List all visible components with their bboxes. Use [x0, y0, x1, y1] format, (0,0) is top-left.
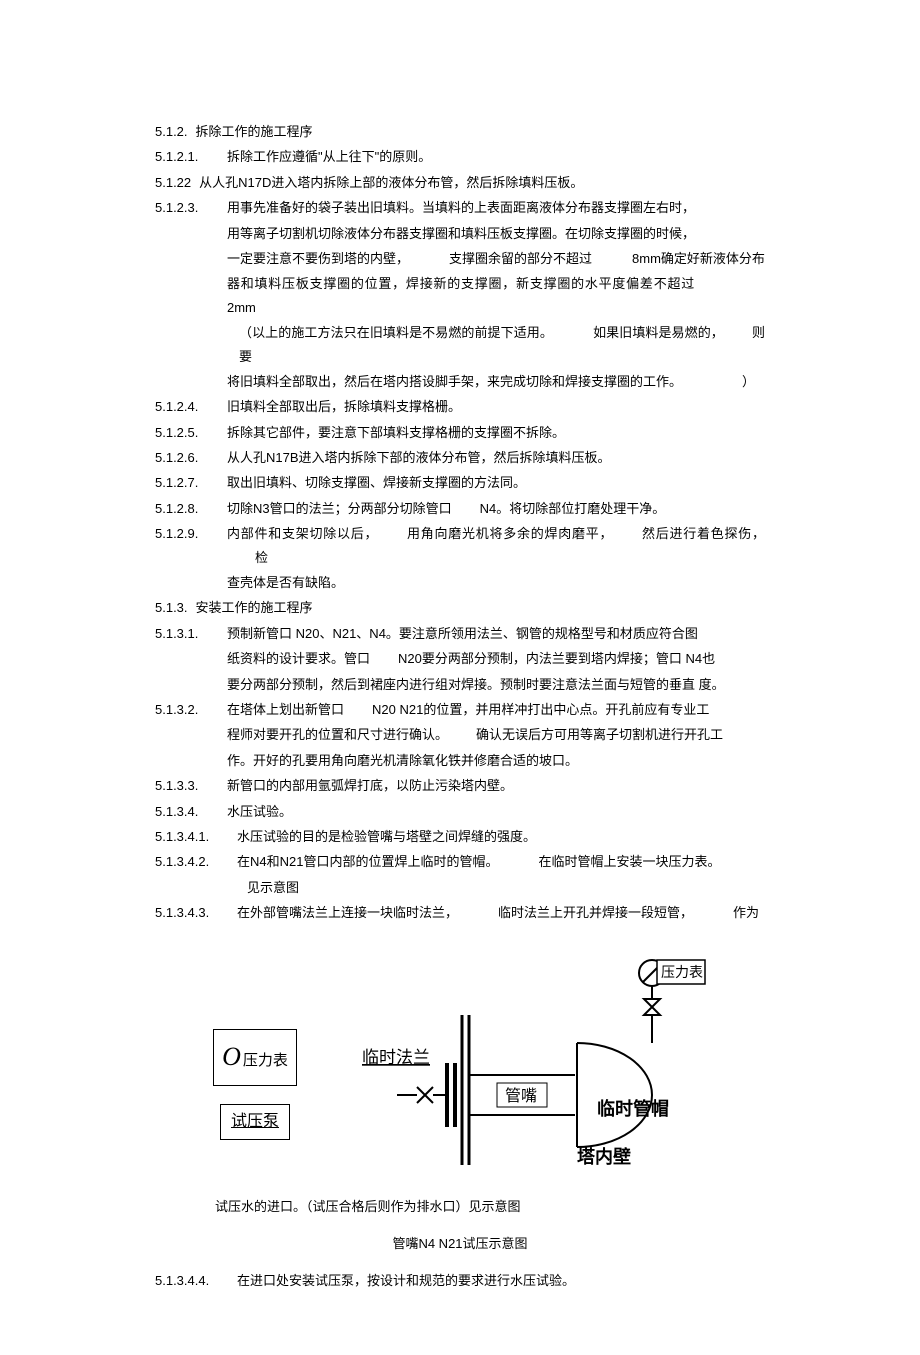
sec-text: 旧填料全部取出后，拆除填料支撑格栅。: [227, 395, 765, 418]
sec-num: 5.1.2.3.: [155, 196, 219, 219]
cont-text: （以上的施工方法只在旧填料是不易燃的前提下适用。如果旧填料是易燃的，则要: [239, 321, 765, 368]
nozzle-label: 管嘴: [505, 1087, 537, 1105]
diagram-caption-1: 试压水的进口。（试压合格后则作为排水口）见示意图: [215, 1195, 765, 1218]
sec-num: 5.1.2.6.: [155, 446, 219, 469]
cap-label: 临时管帽: [597, 1098, 669, 1119]
sec-num: 5.1.2.7.: [155, 471, 219, 494]
nozzle-diagram: 压力表 临时法兰 管嘴 临时管帽 塔内壁: [347, 955, 707, 1175]
pump-gauge-label: O压力表: [213, 1029, 297, 1086]
pump-block: O压力表 试压泵: [213, 1029, 297, 1141]
wall-label: 塔内壁: [577, 1146, 631, 1167]
sec-text: 在进口处安装试压泵，按设计和规范的要求进行水压试验。: [237, 1269, 765, 1292]
sec-text: 水压试验的目的是检验管嘴与塔壁之间焊缝的强度。: [237, 825, 765, 848]
cont-text: 查壳体是否有缺陷。: [227, 571, 765, 594]
sec-text: 在外部管嘴法兰上连接一块临时法兰，临时法兰上开孔并焊接一段短管，作为: [237, 901, 765, 924]
gauge-icon: O: [222, 1034, 241, 1081]
sec-num: 5.1.3.3.: [155, 774, 219, 797]
sec-text: 拆除其它部件，要注意下部填料支撑格栅的支撑圈不拆除。: [227, 421, 765, 444]
sec-text: 拆除工作的施工程序: [196, 120, 765, 143]
cont-text: 作。开好的孔要用角向磨光机清除氧化铁并修磨合适的坡口。: [227, 749, 765, 772]
sec-num: 5.1.3.4.3.: [155, 901, 229, 924]
cont-text: 将旧填料全部取出，然后在塔内搭设脚手架，来完成切除和焊接支撑圈的工作。）: [227, 370, 765, 393]
sec-text: 用事先准备好的袋子装出旧填料。当填料的上表面距离液体分布器支撑圈左右时，: [227, 196, 765, 219]
sec-num: 5.1.3.1.: [155, 622, 219, 645]
cont-text: 器和填料压板支撑圈的位置，焊接新的支撑圈，新支撑圈的水平度偏差不超过2mm: [227, 272, 765, 319]
sec-text: 安装工作的施工程序: [196, 596, 765, 619]
sec-num: 5.1.2.: [155, 120, 188, 143]
sec-num: 5.1.3.: [155, 596, 188, 619]
sec-text: 在塔体上划出新管口N20 N21的位置，并用样冲打出中心点。开孔前应有专业工: [227, 698, 765, 721]
cont-text: 用等离子切割机切除液体分布器支撑圈和填料压板支撑圈。在切除支撑圈的时候，: [227, 222, 765, 245]
sec-num: 5.1.3.4.1.: [155, 825, 229, 848]
diagram-container: O压力表 试压泵: [155, 955, 765, 1175]
cont-text: 纸资料的设计要求。管口N20要分两部分预制，内法兰要到塔内焊接；管口 N4也: [227, 647, 765, 670]
sec-text: 水压试验。: [227, 800, 765, 823]
sec-text: 内部件和支架切除以后，用角向磨光机将多余的焊肉磨平，然后进行着色探伤，检: [227, 522, 765, 569]
flange-label: 临时法兰: [362, 1048, 430, 1067]
sec-text: 切除N3管口的法兰；分两部分切除管口N4。将切除部位打磨处理干净。: [227, 497, 765, 520]
sec-num: 5.1.3.2.: [155, 698, 219, 721]
sec-text: 在N4和N21管口内部的位置焊上临时的管帽。在临时管帽上安装一块压力表。: [237, 850, 765, 873]
sec-num: 5.1.2.1.: [155, 145, 219, 168]
gauge-label: 压力表: [661, 964, 703, 980]
sec-text: 新管口的内部用氩弧焊打底，以防止污染塔内壁。: [227, 774, 765, 797]
sec-text: 拆除工作应遵循"从上往下"的原则。: [227, 145, 765, 168]
cont-text: 一定要注意不要伤到塔的内壁，支撑圈余留的部分不超过8mm确定好新液体分布: [227, 247, 765, 270]
diagram-caption-2: 管嘴N4 N21试压示意图: [155, 1232, 765, 1255]
cont-text: 程师对要开孔的位置和尺寸进行确认。确认无误后方可用等离子切割机进行开孔工: [227, 723, 765, 746]
sec-text: 取出旧填料、切除支撑圈、焊接新支撑圈的方法同。: [227, 471, 765, 494]
sec-text: 预制新管口 N20、N21、N4。要注意所领用法兰、钢管的规格型号和材质应符合图: [227, 622, 765, 645]
sec-num: 5.1.2.4.: [155, 395, 219, 418]
sec-num: 5.1.3.4.2.: [155, 850, 229, 873]
sec-num: 5.1.2.9.: [155, 522, 219, 569]
sec-num: 5.1.2.5.: [155, 421, 219, 444]
sec-num: 5.1.3.4.4.: [155, 1269, 229, 1292]
cont-text: 见示意图: [247, 876, 765, 899]
pump-name-label: 试压泵: [220, 1104, 290, 1141]
cont-text: 要分两部分预制，然后到裙座内进行组对焊接。预制时要注意法兰面与短管的垂直 度。: [227, 673, 765, 696]
sec-num: 5.1.22: [155, 171, 191, 194]
sec-text: 从人孔N17B进入塔内拆除下部的液体分布管，然后拆除填料压板。: [227, 446, 765, 469]
sec-num: 5.1.2.8.: [155, 497, 219, 520]
sec-text: 从人孔N17D进入塔内拆除上部的液体分布管，然后拆除填料压板。: [199, 171, 765, 194]
sec-num: 5.1.3.4.: [155, 800, 219, 823]
